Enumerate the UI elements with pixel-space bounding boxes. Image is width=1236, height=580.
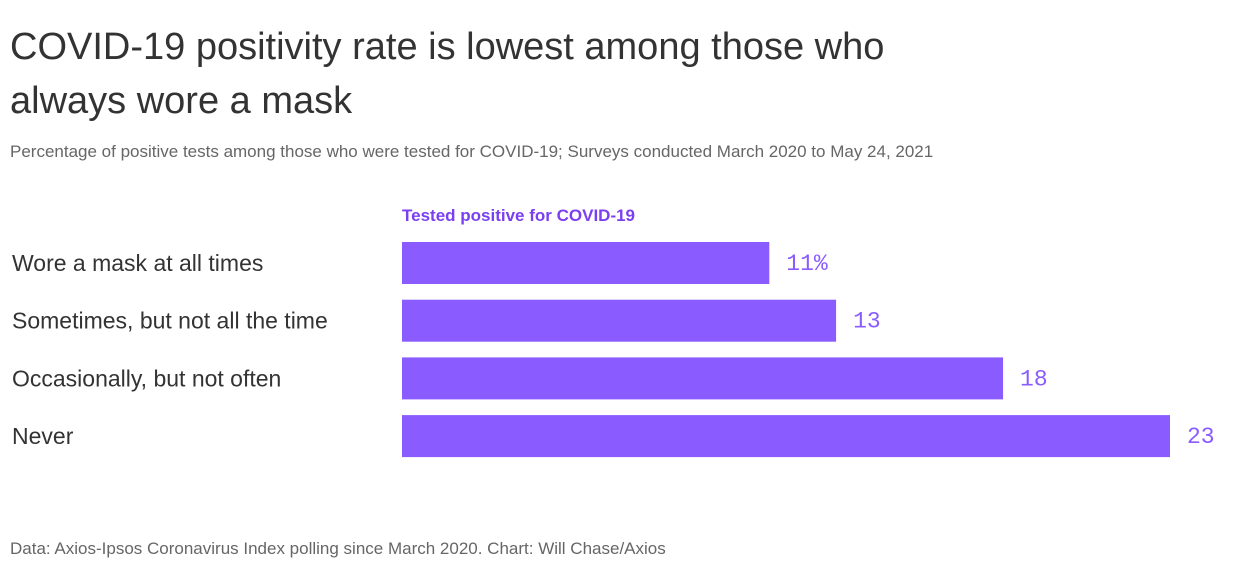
- value-label: 23: [1187, 424, 1215, 450]
- value-label: 11%: [786, 251, 828, 277]
- legend-series-label: Tested positive for COVID-19: [402, 206, 635, 225]
- category-label: Occasionally, but not often: [12, 365, 281, 391]
- category-label: Never: [12, 423, 74, 449]
- category-label: Sometimes, but not all the time: [12, 308, 328, 334]
- category-label: Wore a mask at all times: [12, 250, 263, 276]
- bar: [402, 299, 837, 342]
- bar: [402, 242, 770, 284]
- value-label: 18: [1020, 366, 1048, 392]
- bar: [402, 357, 1004, 400]
- chart-subtitle: Percentage of positive tests among those…: [10, 142, 934, 161]
- value-label: 13: [853, 309, 881, 335]
- chart-title: COVID-19 positivity rate is lowest among…: [10, 26, 885, 122]
- bar: [402, 415, 1170, 458]
- source-note: Data: Axios-Ipsos Coronavirus Index poll…: [10, 539, 666, 558]
